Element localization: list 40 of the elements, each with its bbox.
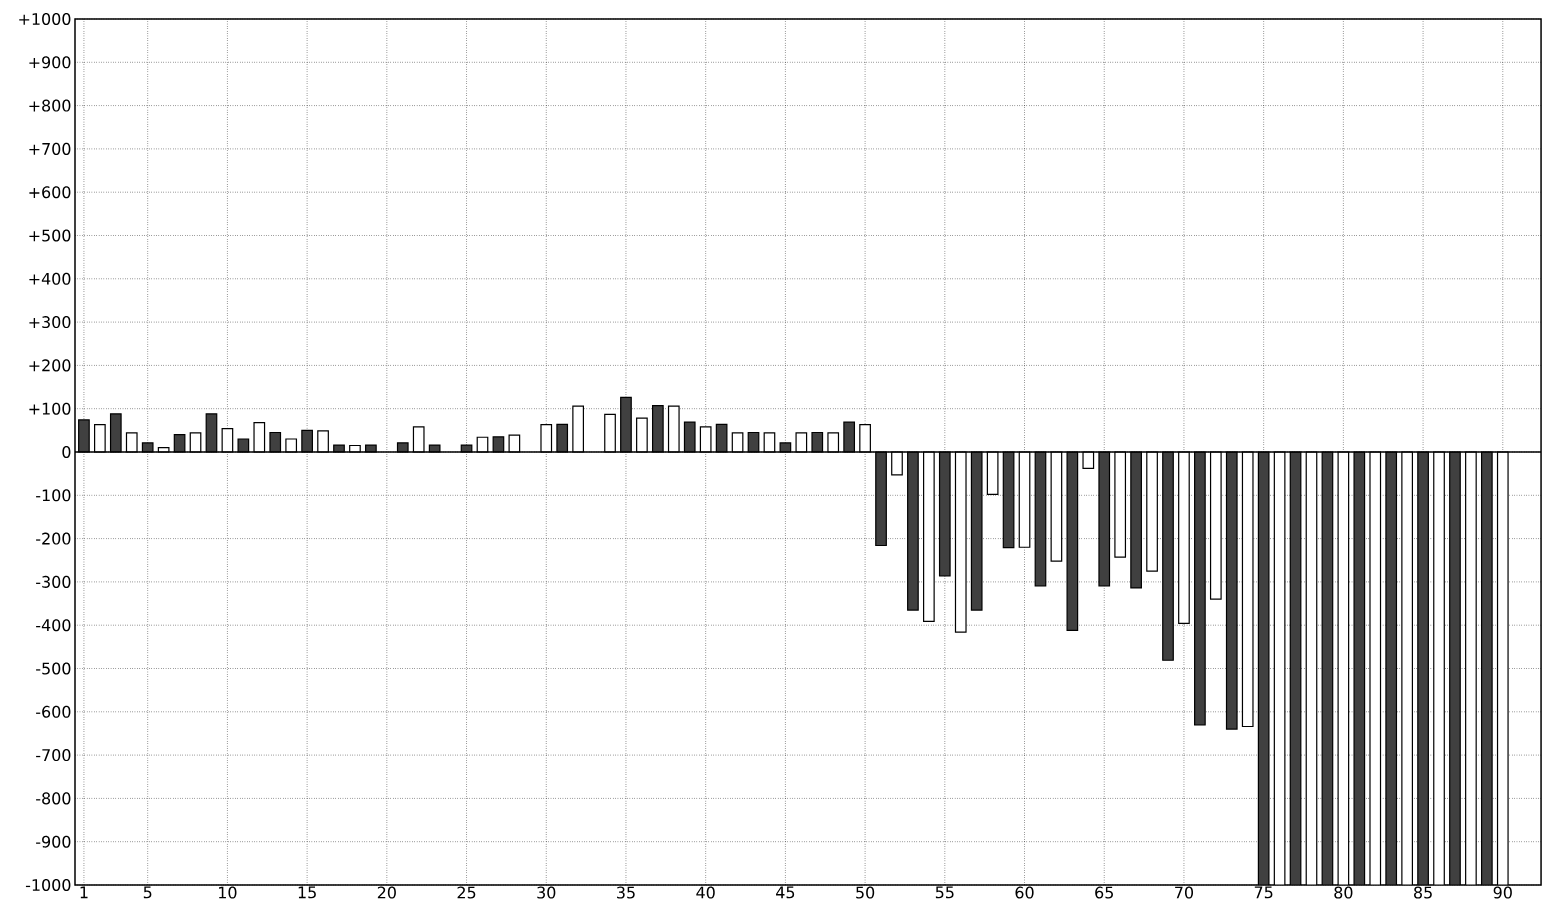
y-tick-label: +600 [29,186,71,199]
y-tick-label: +100 [29,402,71,415]
y-tick-label: +900 [29,56,71,69]
x-tick-label: 60 [1015,886,1034,899]
y-tick-label: +500 [29,229,71,242]
y-tick-label: -500 [36,662,71,675]
x-tick-label: 30 [537,886,556,899]
y-tick-label: +800 [29,99,71,112]
y-tick-label: -200 [36,532,71,545]
x-tick-label: 85 [1414,886,1432,899]
x-tick-label: 70 [1175,886,1194,899]
y-tick-label: +400 [29,272,71,285]
y-tick-label: -800 [36,792,71,805]
y-tick-label: +1000 [19,12,71,26]
x-tick-label: 80 [1334,886,1353,899]
x-tick-label: 5 [143,886,152,899]
y-tick-label: -400 [36,619,71,632]
x-tick-label: 65 [1095,886,1113,899]
x-tick-label: 20 [377,886,396,899]
x-tick-label: 40 [696,886,715,899]
y-tick-label: 0 [62,445,71,459]
y-tick-label: -600 [36,705,71,718]
x-tick-label: 55 [935,886,954,899]
x-tick-label: 35 [617,886,635,899]
x-tick-label: 90 [1493,886,1512,899]
x-tick-label: 25 [457,886,476,899]
x-tick-label: 50 [856,886,875,899]
x-tick-label: 45 [776,886,795,899]
y-tick-label: -1000 [25,878,71,892]
y-tick-label: +300 [29,316,71,329]
y-tick-label: -700 [36,749,71,762]
x-tick-label: 1 [80,886,88,899]
x-tick-label: 10 [219,886,237,899]
y-tick-label: -100 [36,489,71,502]
x-tick-label: 15 [298,886,316,899]
y-tick-label: -900 [36,835,71,848]
y-tick-label: +700 [29,142,71,155]
y-tick-label: +200 [29,359,71,372]
x-tick-label: 75 [1254,886,1273,899]
y-tick-label: -300 [36,575,71,588]
